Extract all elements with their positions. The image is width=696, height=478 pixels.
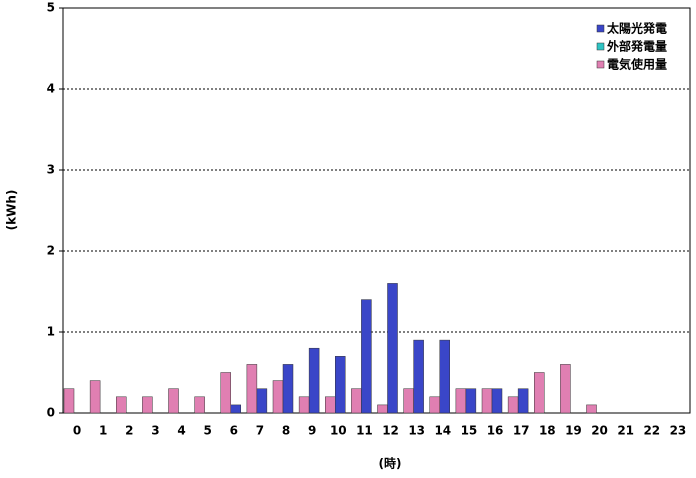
x-tick-label: 23 <box>670 424 687 438</box>
legend-swatch <box>596 42 605 51</box>
bar <box>586 404 597 414</box>
bar <box>325 396 336 414</box>
bar <box>116 396 127 414</box>
plot-frame <box>62 7 691 414</box>
x-tick-label: 4 <box>177 424 185 438</box>
bar <box>282 364 294 414</box>
x-tick-label: 22 <box>643 424 660 438</box>
x-tick-label: 1 <box>99 424 107 438</box>
y-tick-label: 5 <box>47 1 55 15</box>
bar <box>439 339 450 414</box>
y-tick-label: 3 <box>47 163 55 177</box>
legend-label: 太陽光発電 <box>607 21 667 36</box>
bar <box>256 388 268 414</box>
bar <box>298 396 310 414</box>
x-tick-label: 17 <box>513 424 530 438</box>
y-tick-label: 4 <box>47 82 55 96</box>
bar <box>455 388 467 414</box>
x-tick-label: 14 <box>434 424 451 438</box>
bar <box>351 388 362 414</box>
y-tick-label: 2 <box>47 244 55 258</box>
x-tick-label: 21 <box>617 424 634 438</box>
x-tick-label: 15 <box>461 424 478 438</box>
bar <box>481 388 493 414</box>
x-tick-label: 12 <box>382 424 399 438</box>
y-tick-label: 0 <box>47 406 55 420</box>
x-tick-label: 2 <box>125 424 133 438</box>
x-tick-label: 18 <box>539 424 556 438</box>
bar <box>272 380 284 414</box>
bar <box>194 396 205 414</box>
bar <box>220 372 231 414</box>
bar <box>429 396 440 414</box>
bar <box>534 372 545 414</box>
bar <box>465 388 477 414</box>
bar <box>246 364 258 414</box>
bar <box>230 404 241 414</box>
x-tick-label: 6 <box>230 424 238 438</box>
legend-swatch <box>596 60 605 69</box>
x-tick-label: 16 <box>487 424 504 438</box>
bar <box>387 283 398 414</box>
x-axis-label: (時) <box>379 456 402 471</box>
legend-swatch <box>596 24 605 33</box>
bar <box>560 364 571 414</box>
bar <box>308 347 320 414</box>
bar <box>142 396 153 414</box>
bar <box>413 339 424 414</box>
bar <box>517 388 529 414</box>
y-tick-label: 1 <box>47 325 55 339</box>
x-tick-label: 19 <box>565 424 582 438</box>
x-tick-label: 9 <box>308 424 316 438</box>
bar <box>168 388 179 414</box>
bar <box>89 380 101 414</box>
x-tick-label: 5 <box>204 424 212 438</box>
x-tick-label: 10 <box>330 424 347 438</box>
x-tick-label: 0 <box>73 424 81 438</box>
y-axis-label: (kWh) <box>5 190 19 231</box>
x-tick-label: 3 <box>151 424 159 438</box>
legend-label: 外部発電量 <box>607 39 667 54</box>
x-tick-label: 20 <box>591 424 608 438</box>
x-tick-label: 11 <box>356 424 373 438</box>
bar <box>335 356 346 414</box>
x-tick-label: 7 <box>256 424 264 438</box>
x-tick-label: 8 <box>282 424 290 438</box>
x-tick-label: 13 <box>408 424 425 438</box>
bar <box>377 404 388 414</box>
legend-label: 電気使用量 <box>607 57 667 72</box>
bar <box>403 388 414 414</box>
bar <box>507 396 519 414</box>
bar <box>361 299 372 414</box>
bar <box>63 388 75 414</box>
bar <box>491 388 503 414</box>
